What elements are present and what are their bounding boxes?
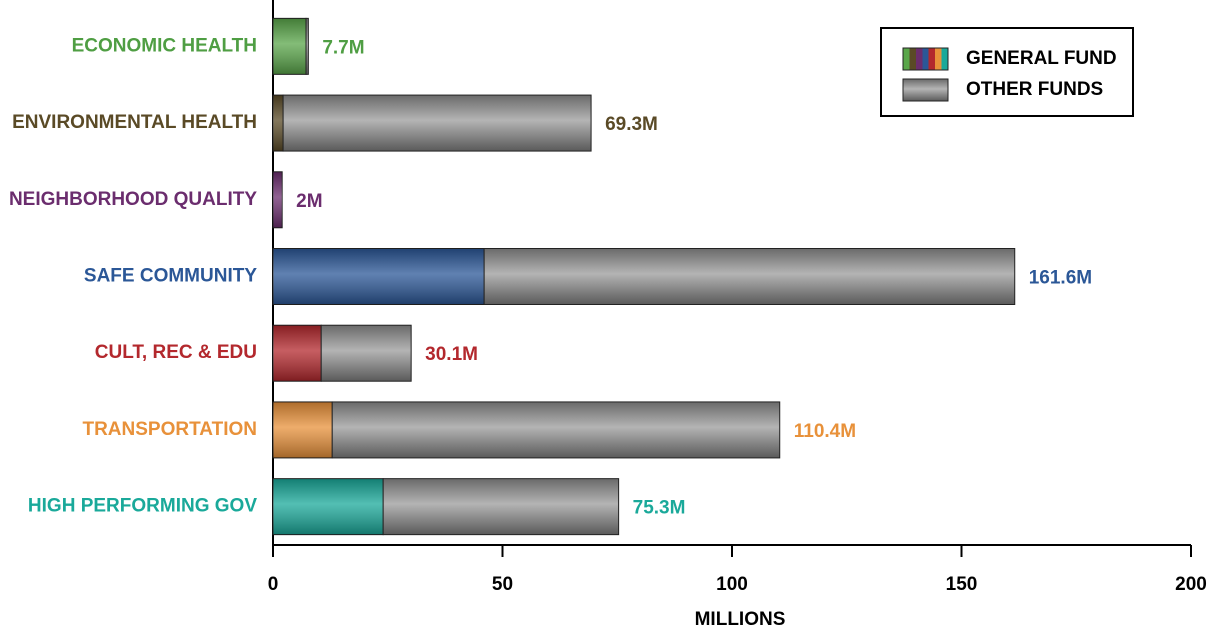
bar-segment — [272, 401, 333, 459]
category-label: ECONOMIC HEALTH — [72, 35, 257, 56]
x-tick-label: 200 — [1175, 574, 1207, 595]
category-label: HIGH PERFORMING GOV — [28, 496, 257, 517]
legend-swatch — [902, 78, 949, 102]
bar-segment — [382, 478, 620, 536]
category-label: CULT, REC & EDU — [95, 342, 257, 363]
bar-segment — [272, 324, 322, 382]
legend-swatch — [902, 47, 949, 71]
bar-segment — [272, 17, 307, 75]
x-axis-label: MILLIONS — [695, 609, 786, 630]
total-label: 110.4M — [794, 421, 856, 442]
total-label: 69.3M — [605, 114, 658, 135]
category-label: TRANSPORTATION — [82, 419, 257, 440]
x-tick-label: 150 — [946, 574, 978, 595]
total-label: 30.1M — [425, 344, 478, 365]
bar-segment — [282, 94, 592, 152]
total-label: 161.6M — [1029, 268, 1092, 289]
bar-segment — [272, 248, 485, 305]
bar-segment — [272, 478, 384, 536]
legend-label: GENERAL FUND — [966, 48, 1117, 69]
category-label: SAFE COMMUNITY — [84, 266, 257, 287]
bar-segment — [272, 171, 283, 229]
total-label: 7.7M — [322, 37, 364, 58]
total-label: 75.3M — [633, 498, 686, 519]
bar-segment — [305, 17, 309, 75]
bar-segment — [272, 94, 284, 152]
x-tick-label: 50 — [492, 574, 513, 595]
x-tick-label: 0 — [268, 574, 279, 595]
category-label: NEIGHBORHOOD QUALITY — [9, 189, 257, 210]
category-label: ENVIRONMENTAL HEALTH — [12, 112, 257, 133]
x-tick-label: 100 — [716, 574, 748, 595]
total-label: 2M — [296, 191, 322, 212]
bar-segment — [320, 324, 412, 382]
legend-label: OTHER FUNDS — [966, 79, 1103, 100]
legend-box — [880, 27, 1134, 117]
bar-segment — [483, 248, 1016, 305]
bar-segment — [331, 401, 781, 459]
